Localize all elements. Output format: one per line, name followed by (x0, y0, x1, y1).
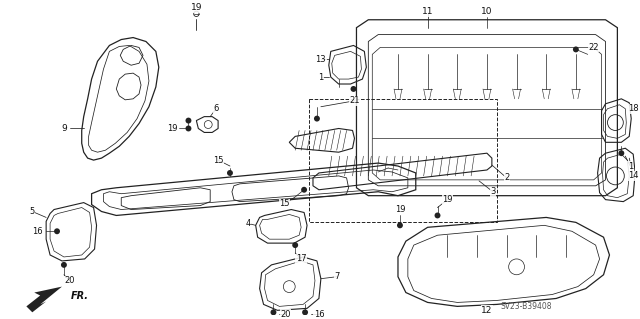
Text: 16: 16 (32, 227, 42, 236)
Text: 3: 3 (490, 187, 495, 196)
Text: 18: 18 (628, 104, 639, 113)
Circle shape (302, 309, 308, 315)
Text: 6: 6 (214, 104, 219, 113)
Text: 15: 15 (279, 199, 289, 208)
Circle shape (186, 125, 191, 131)
Text: 17: 17 (296, 255, 307, 263)
Circle shape (54, 228, 60, 234)
Text: 22: 22 (588, 43, 599, 52)
Circle shape (397, 222, 403, 228)
Circle shape (314, 115, 320, 122)
Text: 13: 13 (316, 55, 326, 64)
Bar (309, 99, 497, 222)
Circle shape (351, 86, 356, 92)
Circle shape (292, 242, 298, 248)
Text: SV23-B39408: SV23-B39408 (500, 302, 552, 311)
Circle shape (186, 118, 191, 123)
Text: 1: 1 (628, 161, 633, 171)
Text: 1: 1 (318, 73, 323, 82)
Text: 9: 9 (61, 124, 67, 133)
Text: 12: 12 (481, 306, 493, 315)
Text: 20: 20 (280, 310, 291, 319)
Text: 4: 4 (245, 219, 250, 228)
Text: 7: 7 (334, 272, 339, 281)
Text: 11: 11 (422, 7, 433, 16)
Text: 20: 20 (65, 276, 75, 285)
Text: 16: 16 (314, 310, 324, 319)
Circle shape (227, 170, 233, 176)
Text: FR.: FR. (71, 292, 89, 301)
Circle shape (573, 47, 579, 52)
Circle shape (61, 262, 67, 268)
Text: 10: 10 (481, 7, 493, 16)
Text: 14: 14 (628, 171, 639, 181)
Text: 19: 19 (442, 195, 452, 204)
Circle shape (618, 150, 624, 156)
Text: 5: 5 (29, 207, 35, 216)
Text: 19: 19 (395, 205, 405, 214)
Circle shape (271, 309, 276, 315)
Text: 21: 21 (349, 96, 360, 105)
Circle shape (435, 212, 440, 219)
Text: 15: 15 (213, 156, 223, 165)
Text: 2: 2 (504, 174, 509, 182)
Circle shape (301, 187, 307, 193)
Polygon shape (26, 286, 62, 312)
Text: 19: 19 (168, 124, 178, 133)
Text: 19: 19 (191, 4, 202, 12)
